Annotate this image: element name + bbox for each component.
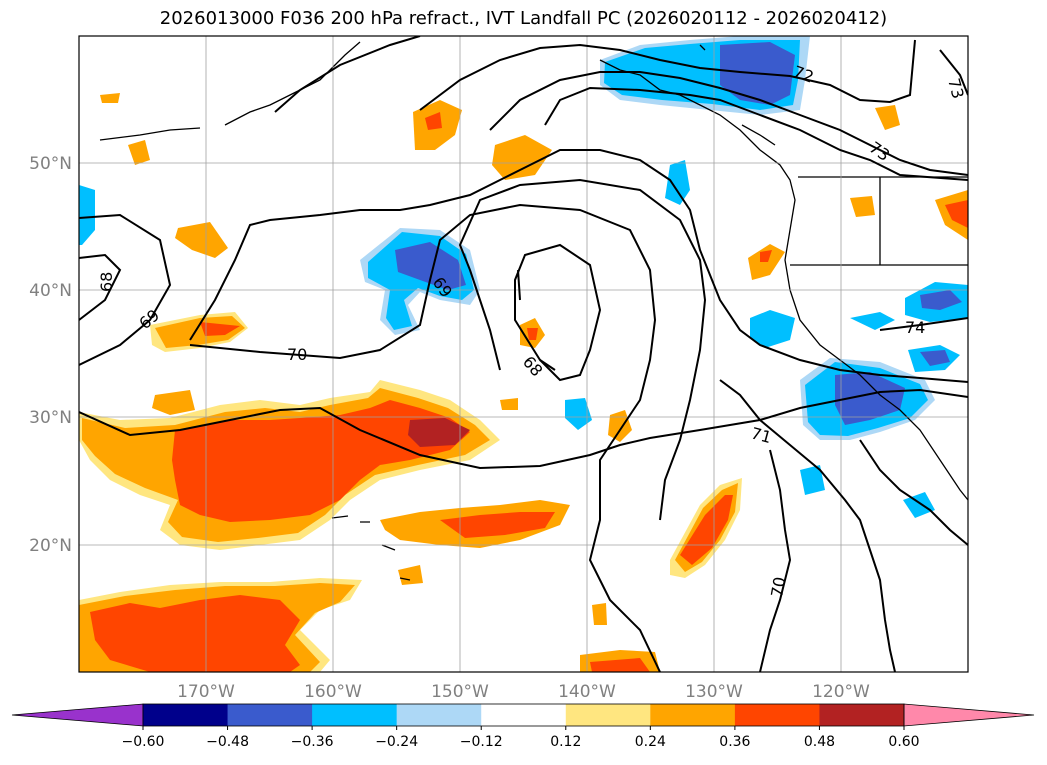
colorbar-segment (396, 704, 482, 726)
colorbar-extend-low (11, 703, 144, 727)
map-frame (78, 35, 969, 673)
colorbar-segment (312, 704, 398, 726)
latitude-labels: 50°N 40°N 30°N 20°N (29, 154, 72, 556)
colorbar-tick-label: −0.12 (460, 734, 503, 750)
contour-label: 73 (944, 76, 968, 101)
lat-label: 40°N (29, 281, 72, 301)
colorbar-extend-high (903, 703, 1035, 727)
lon-label: 150°W (431, 682, 489, 702)
colorbar-tick-label: −0.48 (206, 734, 249, 750)
colorbar-tick-label: 0.12 (550, 734, 581, 750)
contour-label: 70 (767, 575, 789, 598)
contour-label: 71 (749, 424, 774, 448)
colorbar-tick-label: 0.24 (635, 734, 666, 750)
colorbar-segment (650, 704, 736, 726)
colorbar-tick-label: 0.60 (888, 734, 919, 750)
refractivity-contours (79, 36, 968, 672)
map-title: 2026013000 F036 200 hPa refract., IVT La… (159, 8, 888, 29)
colorbar-segment (819, 704, 905, 726)
lon-label: 140°W (558, 682, 616, 702)
lat-label: 50°N (29, 154, 72, 174)
colorbar-segment (565, 704, 651, 726)
colorbar-segment (143, 704, 229, 726)
lon-label: 130°W (685, 682, 743, 702)
contour-label: 74 (905, 318, 925, 337)
colorbar-segment (227, 704, 313, 726)
negative-shading (79, 36, 968, 518)
colorbar-outline (142, 703, 905, 727)
colorbar: −0.60 −0.48 −0.36 −0.24 −0.12 0.12 0.24 0.36 0.4… (11, 703, 1035, 750)
lon-label: 170°W (177, 682, 235, 702)
colorbar-tick-label: 0.48 (804, 734, 835, 750)
contour-label: 70 (287, 345, 307, 364)
map-plot-area: 72 73 73 69 68 69 70 68 71 70 74 (79, 36, 968, 672)
longitude-labels: 170°W 160°W 150°W 140°W 130°W 120°W (177, 682, 870, 702)
lat-label: 30°N (29, 408, 72, 428)
positive-shading (79, 93, 968, 672)
colorbar-segment (481, 704, 567, 726)
colorbar-segment (734, 704, 820, 726)
contour-label: 68 (97, 272, 116, 292)
colorbar-tick-label: 0.36 (719, 734, 750, 750)
colorbar-tick-label: −0.24 (375, 734, 418, 750)
colorbar-tick-label: −0.60 (122, 734, 165, 750)
lon-label: 120°W (812, 682, 870, 702)
colorbar-tick-label: −0.36 (291, 734, 334, 750)
lat-label: 20°N (29, 536, 72, 556)
lon-label: 160°W (304, 682, 362, 702)
gridlines (79, 36, 968, 672)
